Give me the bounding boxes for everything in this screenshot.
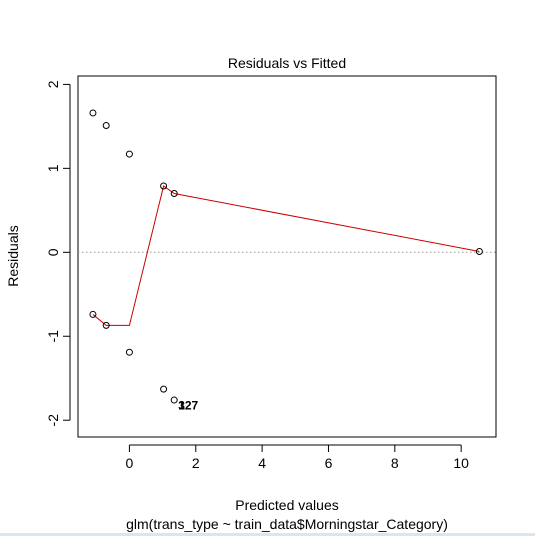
x-tick-label: 10 [453, 455, 469, 471]
data-point [160, 182, 168, 190]
smooth-line [92, 185, 480, 326]
data-point [170, 396, 178, 404]
plot-frame [77, 75, 497, 438]
y-tick-label: -2 [45, 414, 61, 427]
y-tick-label: -1 [45, 330, 61, 343]
y-axis-label: Residuals [5, 225, 21, 286]
y-tick-label: 1 [45, 164, 61, 172]
point-label: 327 [178, 398, 198, 412]
data-point [160, 385, 168, 393]
smoother-polyline [92, 185, 480, 326]
window-bottom-edge [0, 533, 535, 536]
data-point [89, 310, 97, 318]
data-point [102, 122, 110, 130]
point-label: 1 [178, 398, 185, 412]
chart-title: Residuals vs Fitted [228, 55, 346, 71]
data-point [475, 247, 483, 255]
model-formula-subtitle: glm(trans_type ~ train_data$Morningstar_… [126, 516, 448, 532]
x-tick-label: 6 [325, 455, 333, 471]
x-tick-label: 8 [391, 455, 399, 471]
data-points [89, 109, 483, 404]
x-tick-label: 2 [192, 455, 200, 471]
data-point [125, 348, 133, 356]
x-tick-label: 4 [258, 455, 266, 471]
y-tick-label: 0 [45, 248, 61, 256]
data-point [125, 150, 133, 158]
x-tick-label: 0 [126, 455, 134, 471]
data-point [170, 190, 178, 198]
x-axis: 0 2 4 6 8 10 [126, 444, 469, 471]
data-point [89, 109, 97, 117]
y-axis: -2 -1 0 1 2 [45, 80, 71, 427]
x-axis-label: Predicted values [235, 497, 339, 513]
y-tick-label: 2 [45, 80, 61, 88]
data-point [102, 321, 110, 329]
